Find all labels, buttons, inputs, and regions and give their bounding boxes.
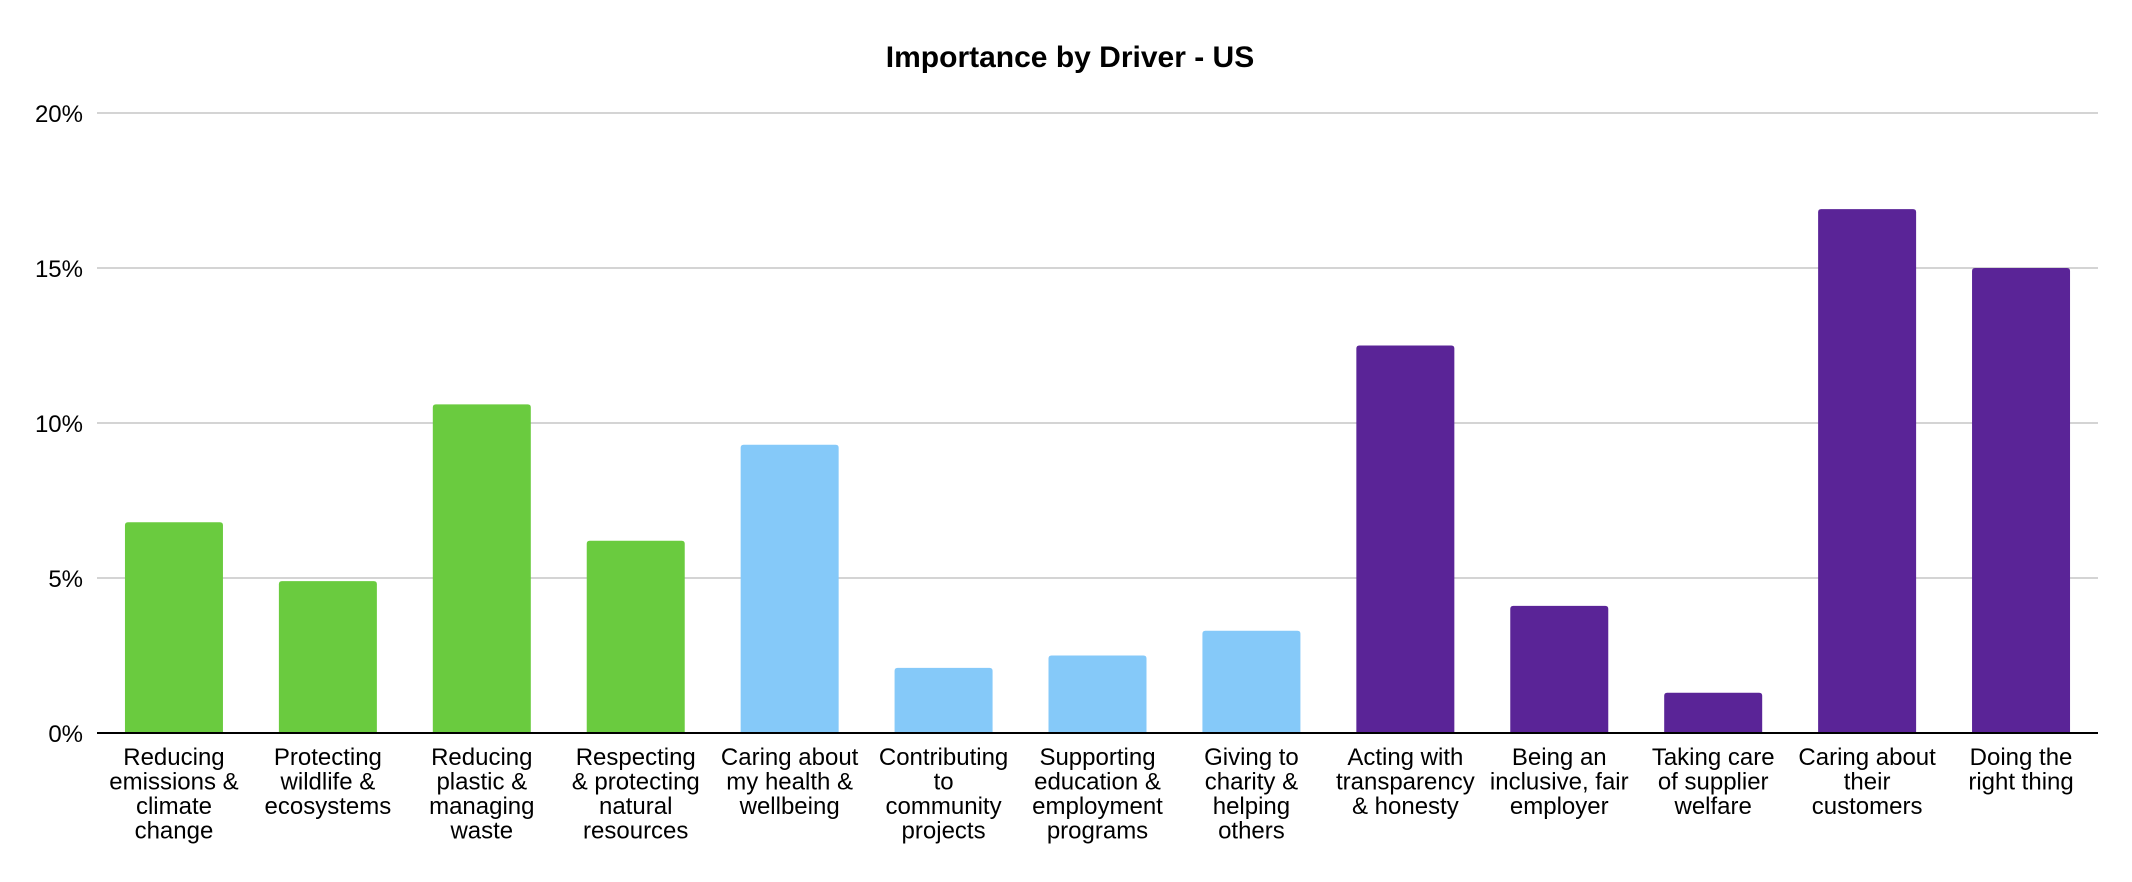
x-tick-label: Supporting education & employment programs [1032,744,1163,845]
bar[interactable] [1972,268,2071,733]
bar[interactable] [894,667,993,733]
x-tick-label: Reducing plastic & managing waste [429,744,534,845]
x-tick-label: Acting with transparency & honesty [1336,744,1475,820]
x-tick-label: Contributing to community projects [879,744,1008,845]
y-tick-label: 20% [35,101,83,128]
bar[interactable] [124,522,223,733]
x-tick-label: Reducing emissions & climate change [109,744,238,845]
y-tick-label: 10% [35,411,83,438]
bar[interactable] [1356,345,1455,734]
x-tick-label: Giving to charity & helping others [1204,744,1299,845]
bar[interactable] [1202,630,1301,733]
x-tick-label: Being an inclusive, fair employer [1490,744,1629,820]
gridlines [97,112,2098,579]
chart-title: Importance by Driver - US [886,41,1254,74]
x-axis-labels: Reducing emissions & climate change Protecti… [109,744,2073,845]
x-tick-label: Protecting wildlife & ecosystems [265,744,392,820]
x-tick-label: Taking care of supplier welfare [1652,744,1775,820]
bar[interactable] [1510,605,1609,733]
bar[interactable] [1818,209,1917,734]
x-tick-label: Respecting & protecting natural resources [572,744,700,845]
bar[interactable] [586,540,685,733]
y-tick-label: 5% [48,566,83,593]
bar[interactable] [1664,692,1763,733]
bar[interactable] [740,444,839,733]
bar[interactable] [432,404,531,733]
x-tick-label: Caring about my health & wellbeing [721,744,859,820]
bars [124,209,2071,734]
y-axis-ticks: 0% 5% 10% 15% 20% [35,101,83,748]
y-tick-label: 0% [48,721,83,748]
y-tick-label: 15% [35,256,83,283]
x-tick-label: Caring about their customers [1798,744,1936,820]
bar[interactable] [278,581,377,733]
x-tick-label: Doing the right thing [1968,744,2073,796]
bar[interactable] [1048,655,1147,734]
